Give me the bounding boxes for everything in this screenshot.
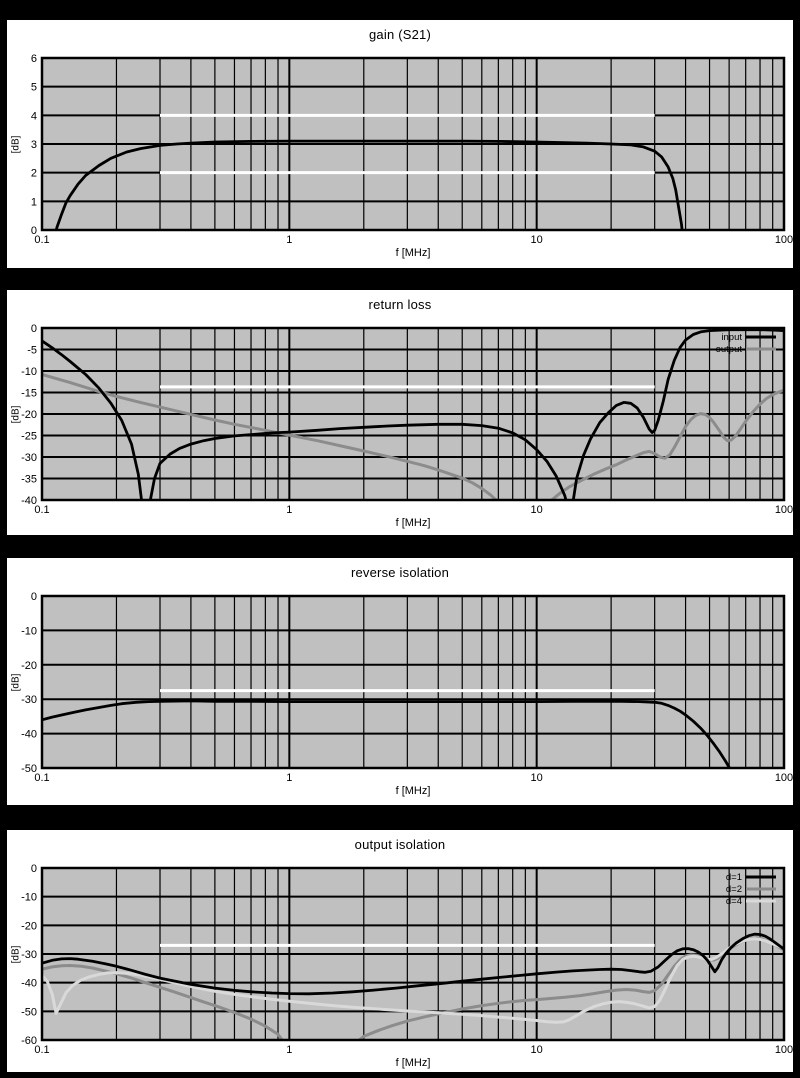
- panel-return-loss: return loss [dB] 0 -5 -10 -15 -20 -25 -30 -35 -4…: [7, 290, 793, 535]
- chart-title: output isolation: [354, 837, 446, 852]
- y-tick-label: -50: [21, 1006, 37, 1018]
- panel-gain-s21: gain (S21) [dB] 6 5 4 3 2 1 0 0.1 1 10 100 f [MHz]: [7, 20, 793, 268]
- x-tick-label: 10: [531, 504, 543, 516]
- x-tick-label: 0.1: [34, 772, 49, 784]
- y-tick-label: 1: [31, 196, 37, 208]
- x-tick-label: 0.1: [34, 1044, 49, 1056]
- x-tick-label: 1: [286, 504, 292, 516]
- x-tick-label: 10: [531, 1044, 543, 1056]
- axis-tick-labels: 0 -5 -10 -15 -20 -25 -30 -35 -400.1 1 10 100: [21, 323, 793, 516]
- x-tick-label: 100: [775, 772, 793, 784]
- plot-area: [42, 596, 784, 768]
- plot-border: [40, 866, 786, 1042]
- series-input: [42, 328, 784, 500]
- legend-label-input: input: [721, 332, 742, 343]
- axis-tick-labels: 0 -10 -20 -30 -40 -500.1 1 10 100: [21, 591, 793, 784]
- y-tick-label: -30: [21, 694, 37, 706]
- y-tick-label: -20: [21, 409, 37, 421]
- y-tick-label: -10: [21, 892, 37, 904]
- y-tick-label: 6: [31, 53, 37, 65]
- x-tick-label: 100: [775, 234, 793, 246]
- series-gain: [54, 139, 684, 230]
- legend-label-d=4: d=4: [726, 896, 742, 907]
- x-tick-label: 0.1: [34, 234, 49, 246]
- grid: [42, 57, 784, 231]
- x-axis-label: f [MHz]: [395, 517, 431, 529]
- y-tick-label: -40: [21, 495, 37, 507]
- series-d=1: [42, 932, 784, 996]
- x-axis-label: f [MHz]: [395, 785, 431, 797]
- chart-title: gain (S21): [369, 27, 431, 42]
- legend-label-d=1: d=1: [726, 872, 742, 883]
- x-axis-label: f [MHz]: [395, 247, 431, 259]
- y-tick-label: -30: [21, 452, 37, 464]
- plot-border: [40, 56, 786, 232]
- series-group: [42, 699, 732, 768]
- series-output: [42, 372, 784, 500]
- plot-border: [40, 594, 786, 770]
- series-group: [42, 328, 784, 500]
- axis-tick-labels: 0 -10 -20 -30 -40 -50 -600.1 1 10 100: [21, 863, 793, 1056]
- y-tick-label: 3: [31, 139, 37, 151]
- y-tick-label: -10: [21, 366, 37, 378]
- y-tick-label: 5: [31, 82, 37, 94]
- x-tick-label: 0.1: [34, 504, 49, 516]
- y-tick-label: -20: [21, 660, 37, 672]
- x-tick-label: 10: [531, 772, 543, 784]
- legend-label-output: output: [716, 344, 743, 355]
- y-tick-label: -5: [27, 345, 37, 357]
- reference-lines: [160, 113, 655, 175]
- panel-reverse-isolation: reverse isolation [dB] 0 -10 -20 -30 -40 -50 0…: [7, 558, 793, 805]
- y-tick-label: -35: [21, 474, 37, 486]
- series-d=4: [42, 937, 784, 1024]
- x-tick-label: 1: [286, 1044, 292, 1056]
- x-tick-label: 100: [775, 504, 793, 516]
- y-tick-label: 4: [31, 110, 37, 122]
- x-tick-label: 1: [286, 772, 292, 784]
- reverse-isolation-plot: 0 -10 -20 -30 -40 -500.1 1 10 100: [21, 591, 793, 784]
- output-isolation-plot: 0 -10 -20 -30 -40 -50 -600.1 1 10 100 d=1d=2d=4: [21, 863, 793, 1056]
- y-tick-label: -10: [21, 625, 37, 637]
- x-tick-label: 10: [531, 234, 543, 246]
- y-tick-label: -30: [21, 949, 37, 961]
- plot-border: [40, 326, 786, 502]
- legend: d=1d=2d=4: [726, 872, 776, 907]
- y-tick-label: 0: [31, 323, 37, 335]
- y-tick-label: -20: [21, 920, 37, 932]
- y-tick-label: 2: [31, 168, 37, 180]
- series-group: [54, 139, 684, 230]
- y-tick-label: -40: [21, 729, 37, 741]
- y-tick-label: -25: [21, 431, 37, 443]
- series-group: [42, 932, 784, 1040]
- y-tick-label: -60: [21, 1035, 37, 1047]
- y-tick-label: 0: [31, 863, 37, 875]
- x-tick-label: 100: [775, 1044, 793, 1056]
- return-loss-plot: 0 -5 -10 -15 -20 -25 -30 -35 -400.1 1 10 100 inputou…: [21, 323, 793, 516]
- y-tick-label: 0: [31, 591, 37, 603]
- x-axis-label: f [MHz]: [395, 1057, 431, 1069]
- y-tick-label: 0: [31, 225, 37, 237]
- chart-title: reverse isolation: [350, 565, 450, 580]
- y-tick-label: -15: [21, 388, 37, 400]
- legend-label-d=2: d=2: [726, 884, 742, 895]
- y-tick-label: -50: [21, 763, 37, 775]
- panel-output-isolation: output isolation [dB] 0 -10 -20 -30 -40 -50 -6…: [7, 830, 793, 1072]
- chart-title: return loss: [368, 297, 432, 312]
- x-tick-label: 1: [286, 234, 292, 246]
- series-reverse-isolation: [42, 699, 732, 768]
- y-tick-label: -40: [21, 978, 37, 990]
